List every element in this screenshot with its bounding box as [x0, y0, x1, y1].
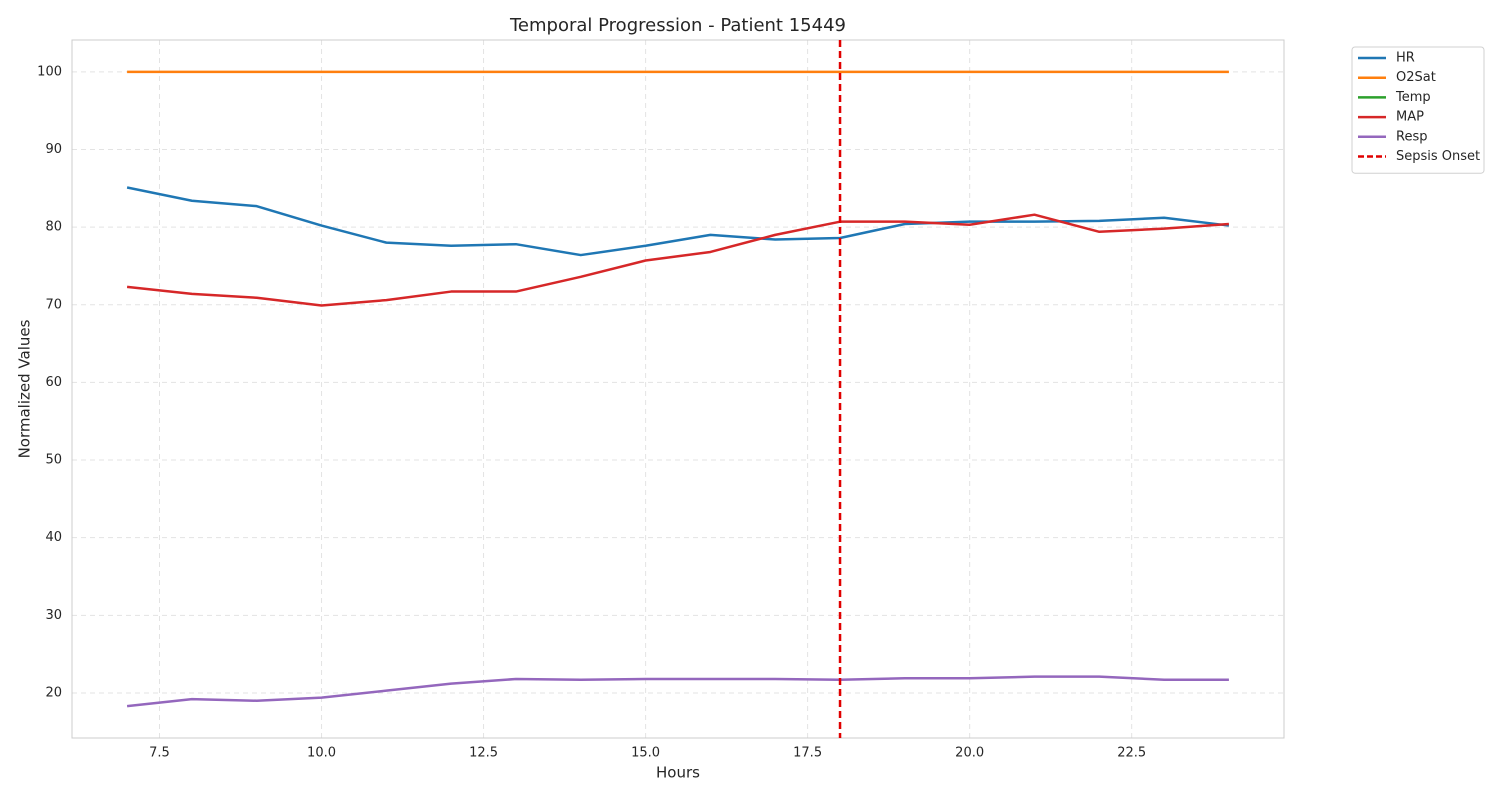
y-tick-label: 70	[45, 297, 62, 312]
y-tick-label: 100	[37, 64, 62, 79]
x-tick-label: 7.5	[149, 746, 170, 761]
x-tick-label: 20.0	[955, 746, 984, 761]
legend-label: HR	[1396, 51, 1415, 66]
y-tick-label: 30	[45, 608, 62, 623]
y-tick-label: 80	[45, 220, 62, 235]
y-axis-label: Normalized Values	[16, 319, 34, 458]
series-line	[126, 213, 1229, 307]
legend-label: O2Sat	[1396, 70, 1436, 85]
y-tick-label: 90	[45, 142, 62, 157]
x-tick-label: 12.5	[469, 746, 498, 761]
chart-title: Temporal Progression - Patient 15449	[509, 15, 846, 36]
x-tick-label: 17.5	[793, 746, 822, 761]
y-tick-label: 60	[45, 375, 62, 390]
y-tick-label: 40	[45, 530, 62, 545]
x-axis-label: Hours	[656, 764, 700, 782]
x-tick-label: 10.0	[307, 746, 336, 761]
plot-frame	[71, 39, 1285, 739]
series-line	[126, 675, 1229, 708]
y-tick-label: 20	[45, 685, 62, 700]
legend-label: Sepsis Onset	[1396, 149, 1480, 164]
legend-label: Temp	[1395, 90, 1431, 105]
y-tick-label: 50	[45, 453, 62, 468]
series-line	[126, 186, 1230, 257]
legend-label: Resp	[1396, 129, 1427, 144]
x-tick-label: 22.5	[1117, 746, 1146, 761]
x-tick-label: 15.0	[631, 746, 660, 761]
legend-label: MAP	[1396, 110, 1424, 125]
